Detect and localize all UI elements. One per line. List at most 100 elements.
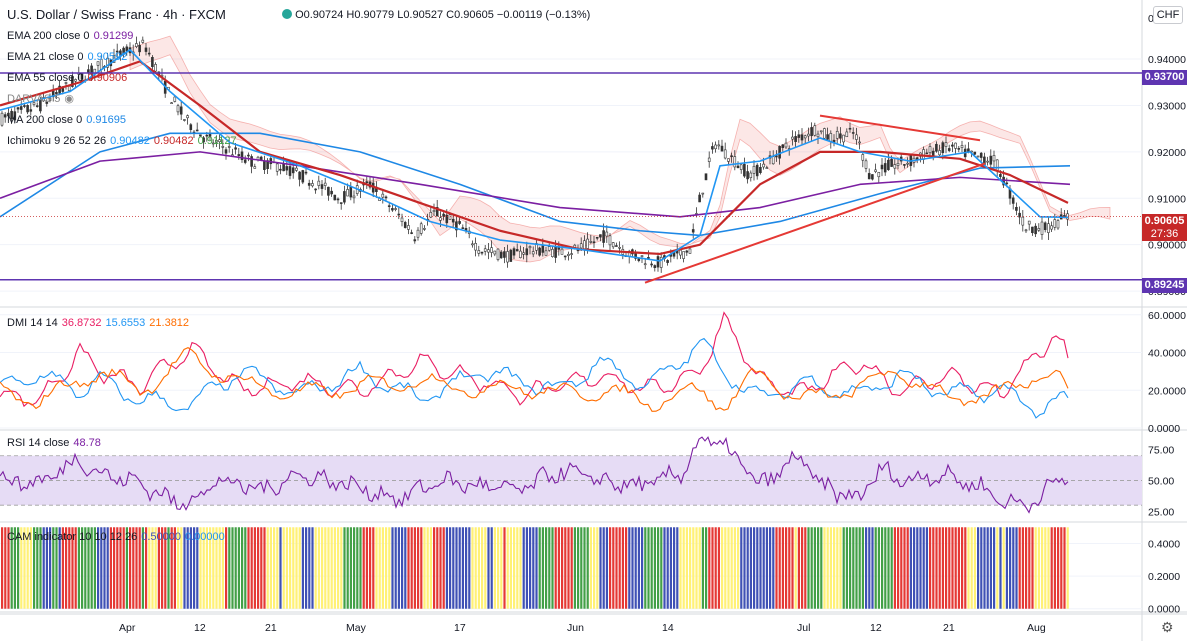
cam-bar <box>500 527 503 609</box>
y-tick-label: 0.0000 <box>1148 423 1180 435</box>
cam-bar <box>298 527 301 609</box>
candle-body <box>717 144 721 147</box>
cam-bar <box>433 527 436 609</box>
candle-body <box>1037 228 1041 231</box>
candle-body <box>13 111 17 121</box>
candle-body <box>839 133 842 139</box>
candle-body <box>173 96 177 102</box>
candle-body <box>957 148 961 150</box>
candle-body <box>1031 226 1034 234</box>
candle-body <box>224 149 228 154</box>
cam-bar <box>369 527 372 609</box>
cam-bar <box>167 527 170 609</box>
cam-bar <box>23 527 26 609</box>
candle-body <box>650 263 653 266</box>
candle-body <box>19 106 23 110</box>
legend-darvas[interactable]: DARVAS 5 ◉ <box>7 93 75 105</box>
cam-bar <box>948 527 951 609</box>
legend-ichimoku[interactable]: Ichimoku 9 26 52 26 0.90482 0.90482 0.91127 <box>7 135 237 147</box>
gear-icon[interactable]: ⚙ <box>1161 619 1174 635</box>
cam-bar <box>29 527 32 609</box>
candle-body <box>656 256 660 268</box>
cam-bar <box>407 527 410 609</box>
candle-body <box>547 246 551 251</box>
cam-bar <box>218 527 221 609</box>
candle-body <box>218 139 221 143</box>
candle-body <box>877 172 881 178</box>
cam-bar <box>138 527 141 609</box>
candle-body <box>26 105 29 113</box>
candle-body <box>115 50 119 53</box>
cam-bar <box>852 527 855 609</box>
cam-bar <box>653 527 656 609</box>
cam-bar <box>634 527 637 609</box>
cam-bar <box>353 527 356 609</box>
cam-bar <box>884 527 887 609</box>
candle-body <box>810 127 813 137</box>
cam-bar <box>173 527 176 609</box>
cam-bar <box>1 527 4 609</box>
symbol-title[interactable]: U.S. Dollar / Swiss Franc · 4h · FXCM <box>7 7 226 22</box>
cam-bar <box>455 527 458 609</box>
cam-bar <box>593 527 596 609</box>
cam-bar <box>602 527 605 609</box>
cam-bar <box>689 527 692 609</box>
cam-bar <box>490 527 493 609</box>
candle-body <box>487 249 490 253</box>
cam-bar <box>215 527 218 609</box>
cam-bar <box>951 527 954 609</box>
cam-bar <box>1047 527 1050 609</box>
currency-selector[interactable]: CHF <box>1153 6 1183 24</box>
candle-body <box>205 134 209 137</box>
cam-bar <box>141 527 144 609</box>
candle-body <box>330 190 333 195</box>
y-tick-label: 0.2000 <box>1148 571 1180 583</box>
legend-ema55[interactable]: EMA 55 close 0 0.90906 <box>7 72 128 84</box>
ohlc-values: O0.90724 H0.90779 L0.90527 C0.90605 −0.0… <box>295 9 591 21</box>
cam-bar <box>612 527 615 609</box>
legend-ema200[interactable]: EMA 200 close 0 0.91299 <box>7 30 134 42</box>
candle-body <box>979 152 983 158</box>
candle-body <box>618 247 621 249</box>
cam-bar <box>644 527 647 609</box>
candle-body <box>240 151 244 160</box>
cam-bar <box>1060 527 1063 609</box>
visibility-icon[interactable]: ◉ <box>64 93 75 105</box>
cam-bar <box>61 527 64 609</box>
candle-body <box>813 125 817 136</box>
candle-body <box>835 131 839 139</box>
cam-bar <box>753 527 756 609</box>
y-tick-label: 0.92000 <box>1148 147 1186 159</box>
cam-bar <box>890 527 893 609</box>
candle-body <box>1056 220 1060 229</box>
candle-body <box>605 231 609 237</box>
cam-bar <box>401 527 404 609</box>
candle-body <box>595 236 599 239</box>
cam-bar <box>820 527 823 609</box>
cam-bar <box>980 527 983 609</box>
cam-bar <box>189 527 192 609</box>
candle-body <box>791 136 794 140</box>
legend-ma200[interactable]: MA 200 close 0 0.91695 <box>7 114 126 126</box>
x-tick-label: 12 <box>194 622 206 634</box>
cam-bar <box>426 527 429 609</box>
legend-cam[interactable]: CAM indicator 10 10 12 26 0.50000 0.00000 <box>7 531 225 543</box>
candle-body <box>896 162 900 166</box>
market-status-icon <box>282 9 292 19</box>
candle-body <box>864 160 868 169</box>
candle-body <box>314 188 317 191</box>
legend-rsi[interactable]: RSI 14 close 48.78 <box>7 437 101 449</box>
candle-body <box>739 164 743 170</box>
cam-bar <box>845 527 848 609</box>
candle-body <box>67 86 71 91</box>
candle-body <box>659 256 663 268</box>
cam-bar <box>609 527 612 609</box>
candle-body <box>282 163 285 172</box>
ma200-line <box>0 132 1071 237</box>
legend-dmi[interactable]: DMI 14 14 36.8732 15.6553 21.3812 <box>7 317 190 329</box>
candle-body <box>381 193 385 198</box>
legend-ema21[interactable]: EMA 21 close 0 0.90592 <box>7 51 128 63</box>
cam-bar <box>701 527 704 609</box>
candle-body <box>3 114 7 118</box>
